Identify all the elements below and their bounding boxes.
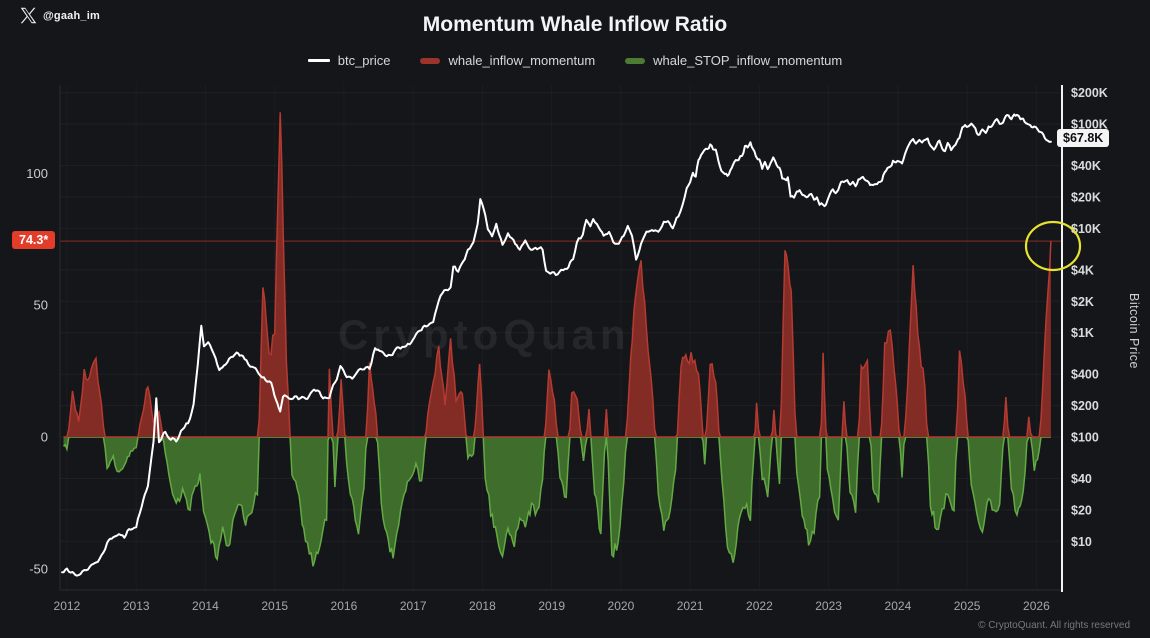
legend-item-btc-price: btc_price xyxy=(307,53,391,68)
cryptoquant-watermark: CryptoQuant xyxy=(338,311,650,358)
right-axis-tick-label: $2K xyxy=(1071,295,1094,309)
right-axis-tick-label: $100 xyxy=(1071,431,1099,445)
right-axis-tick-label: $40 xyxy=(1071,472,1092,486)
x-axis-year-label: 2016 xyxy=(331,599,358,613)
legend-item-whale-inflow: whale_inflow_momentum xyxy=(420,53,595,68)
x-axis-year-label: 2025 xyxy=(954,599,981,613)
x-axis-year-label: 2020 xyxy=(608,599,635,613)
chart-title: Momentum Whale Inflow Ratio xyxy=(422,13,728,36)
right-axis-tick-label: $200 xyxy=(1071,399,1099,413)
whale-stop-inflow-swatch xyxy=(625,57,646,64)
btc-price-line xyxy=(61,113,1052,577)
right-axis-title: Bitcoin Price xyxy=(1127,293,1141,369)
whale-inflow-outline xyxy=(63,112,1052,438)
right-axis-tick-label: $4K xyxy=(1071,263,1094,277)
current-price-badge: $67.8K xyxy=(1057,129,1110,147)
x-axis-year-label: 2021 xyxy=(677,599,704,613)
handle-text: @gaah_im xyxy=(43,9,100,22)
x-axis-year-label: 2014 xyxy=(192,599,219,613)
legend: btc_price whale_inflow_momentum whale_ST… xyxy=(0,53,1150,68)
x-axis-year-label: 2024 xyxy=(885,599,912,613)
copyright-text: © CryptoQuant. All rights reserved xyxy=(978,620,1130,631)
left-axis-tick-label: 0 xyxy=(41,430,48,445)
legend-label-whale-inflow: whale_inflow_momentum xyxy=(448,53,596,68)
right-axis-tick-label: $1K xyxy=(1071,326,1094,340)
current-momentum-badge: 74.3* xyxy=(12,231,56,249)
x-axis-year-label: 2017 xyxy=(400,599,427,613)
right-axis-tick-label: $10K xyxy=(1071,222,1101,236)
legend-label-btc-price: btc_price xyxy=(337,53,391,68)
legend-item-whale-stop-inflow: whale_STOP_inflow_momentum xyxy=(625,53,842,68)
right-axis-tick-label: $20K xyxy=(1071,191,1101,205)
x-axis-year-label: 2026 xyxy=(1023,599,1050,613)
left-axis-tick-label: 100 xyxy=(26,166,48,181)
x-axis-year-label: 2019 xyxy=(538,599,565,613)
left-axis-tick-label: -50 xyxy=(29,561,48,576)
x-axis-year-label: 2022 xyxy=(746,599,773,613)
x-axis-year-label: 2013 xyxy=(123,599,150,613)
whale-stop-inflow-area xyxy=(63,437,1051,567)
right-axis-tick-label: $200K xyxy=(1071,86,1108,100)
highlight-circle xyxy=(1024,220,1082,272)
left-axis-tick-label: 50 xyxy=(34,298,48,313)
x-axis-year-label: 2023 xyxy=(815,599,842,613)
whale-inflow-swatch xyxy=(420,57,441,64)
x-axis-year-label: 2018 xyxy=(469,599,496,613)
x-axis-year-label: 2015 xyxy=(261,599,288,613)
x-logo-icon xyxy=(20,7,37,24)
x-axis-year-label: 2012 xyxy=(54,599,81,613)
right-axis-tick-label: $400 xyxy=(1071,368,1099,382)
right-axis-tick-label: $40K xyxy=(1071,159,1101,173)
right-axis-tick-label: $10 xyxy=(1071,535,1092,549)
btc-price-line-swatch xyxy=(307,59,330,62)
right-axis-tick-label: $20 xyxy=(1071,503,1092,517)
twitter-handle: @gaah_im xyxy=(20,7,100,24)
legend-label-whale-stop-inflow: whale_STOP_inflow_momentum xyxy=(653,53,843,68)
right-axis-tick-label: $100K xyxy=(1071,118,1108,132)
